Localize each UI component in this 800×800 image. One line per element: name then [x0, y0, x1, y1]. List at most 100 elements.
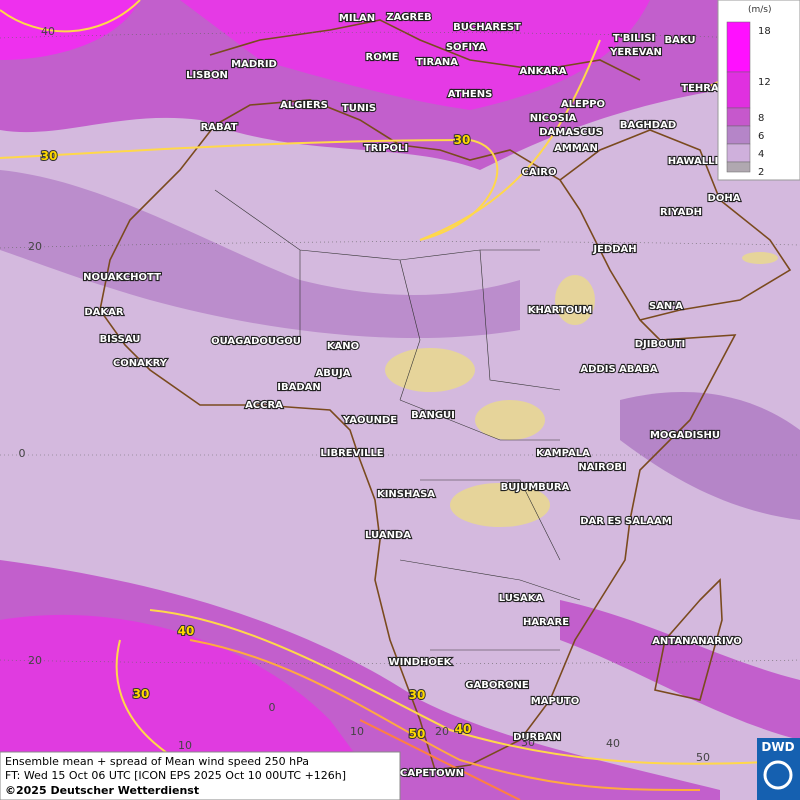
lon-label: 10	[350, 725, 364, 738]
lon-label: 30	[521, 736, 535, 749]
footer: Ensemble mean + spread of Mean wind spee…	[0, 751, 401, 800]
city-label: BUCHAREST	[453, 22, 521, 33]
legend-swatch	[726, 107, 751, 127]
city-label: SAN'A	[649, 301, 683, 312]
legend-label: 4	[758, 149, 764, 160]
city-label: DAR ES SALAAM	[580, 516, 672, 527]
legend-label: 12	[758, 77, 771, 88]
lon-label: 0	[269, 701, 276, 714]
logo-box	[757, 738, 800, 800]
logo: DWD	[757, 738, 800, 800]
footer-line: Ensemble mean + spread of Mean wind spee…	[5, 755, 309, 768]
lat-label: 20	[28, 654, 42, 667]
city-label: ALEPPO	[561, 99, 605, 110]
city-label: ROME	[366, 52, 399, 63]
city-label: DURBAN	[513, 732, 561, 743]
legend-swatch	[726, 143, 751, 163]
city-label: WINDHOEK	[389, 657, 453, 668]
footer-line: FT: Wed 15 Oct 06 UTC [ICON EPS 2025 Oct…	[5, 769, 346, 782]
logo-text: DWD	[761, 740, 794, 754]
city-label: KINSHASA	[377, 489, 435, 500]
city-label: DAKAR	[84, 307, 124, 318]
city-label: LIBREVILLE	[320, 448, 383, 459]
contour-label: 30	[133, 687, 150, 701]
city-label: NICOSIA	[530, 113, 577, 124]
city-label: YAOUNDE	[342, 415, 397, 426]
city-label: DOHA	[708, 193, 741, 204]
legend-label: 8	[758, 113, 764, 124]
city-label: ZAGREB	[386, 12, 431, 23]
city-label: BUJUMBURA	[501, 482, 570, 493]
city-label: ATHENS	[448, 89, 493, 100]
contour-label: 40	[178, 624, 195, 638]
city-label: BISSAU	[100, 334, 141, 345]
city-label: BANGUI	[411, 410, 455, 421]
city-label: TIRANA	[416, 57, 458, 68]
city-label: MOGADISHU	[650, 430, 720, 441]
city-label: ACCRA	[245, 400, 283, 411]
borders	[214, 189, 581, 651]
legend-label: 6	[758, 131, 764, 142]
legend-swatch	[726, 21, 751, 73]
lon-label: 40	[606, 737, 620, 750]
legend-unit: (m/s)	[748, 5, 772, 15]
city-label: YEREVAN	[609, 47, 662, 58]
logo-icon	[763, 760, 793, 790]
contour-label: 30	[454, 133, 471, 147]
lon-label: 10	[178, 739, 192, 752]
contour-label: 30	[41, 149, 58, 163]
terrain	[385, 252, 778, 527]
lon-label: 20	[435, 725, 449, 738]
lon-label: 50	[696, 751, 710, 764]
city-label: LUANDA	[365, 530, 411, 541]
city-label: AMMAN	[554, 143, 598, 154]
city-label: OUAGADOUGOU	[211, 336, 301, 347]
legend: (m/s) 18 12 8 6 4 2	[717, 0, 800, 181]
legend-swatch	[726, 71, 751, 109]
city-label: KANO	[327, 341, 359, 352]
footer-line: ©2025 Deutscher Wetterdienst	[5, 784, 199, 797]
city-label: CONAKRY	[113, 358, 168, 369]
legend-label: 18	[758, 26, 771, 37]
city-label: TRIPOLI	[364, 143, 408, 154]
city-label: MILAN	[339, 13, 375, 24]
city-label: CAPETOWN	[400, 768, 464, 779]
city-label: MAPUTO	[531, 696, 579, 707]
footer-box	[0, 751, 401, 800]
city-label: NOUAKCHOTT	[83, 272, 161, 283]
city-label: DJIBOUTI	[635, 339, 686, 350]
legend-swatch	[726, 125, 751, 145]
city-label: LISBON	[186, 70, 228, 81]
city-label: GABORONE	[465, 680, 529, 691]
city-label: MADRID	[231, 59, 277, 70]
city-label: HAWALLI	[668, 156, 718, 167]
city-label: BAGHDAD	[620, 120, 676, 131]
graticule	[0, 31, 800, 665]
contour-label: 30	[409, 688, 426, 702]
city-label: ANTANANARIVO	[652, 636, 742, 647]
lat-label: 20	[28, 240, 42, 253]
city-label: JEDDAH	[592, 244, 636, 255]
city-label: TUNIS	[342, 103, 376, 114]
city-label: NAIROBI	[578, 462, 625, 473]
legend-swatch	[726, 161, 751, 173]
contour-label: 40	[455, 722, 472, 736]
city-label: ADDIS ABABA	[580, 364, 657, 375]
city-label: KAMPALA	[536, 448, 590, 459]
city-label: ABUJA	[316, 368, 351, 379]
contour-label: 50	[409, 727, 426, 741]
city-label: IBADAN	[277, 382, 321, 393]
city-label: KHARTOUM	[528, 305, 593, 316]
city-label: SOFIYA	[446, 42, 487, 53]
city-label: LUSAKA	[499, 593, 544, 604]
lat-label: 0	[19, 447, 26, 460]
city-label: HARARE	[523, 617, 569, 628]
city-label: TEHRA	[681, 83, 719, 94]
city-label: CAIRO	[522, 167, 557, 178]
legend-label: 2	[758, 167, 764, 178]
coastlines	[99, 19, 792, 771]
city-label: DAMASCUS	[539, 127, 603, 138]
